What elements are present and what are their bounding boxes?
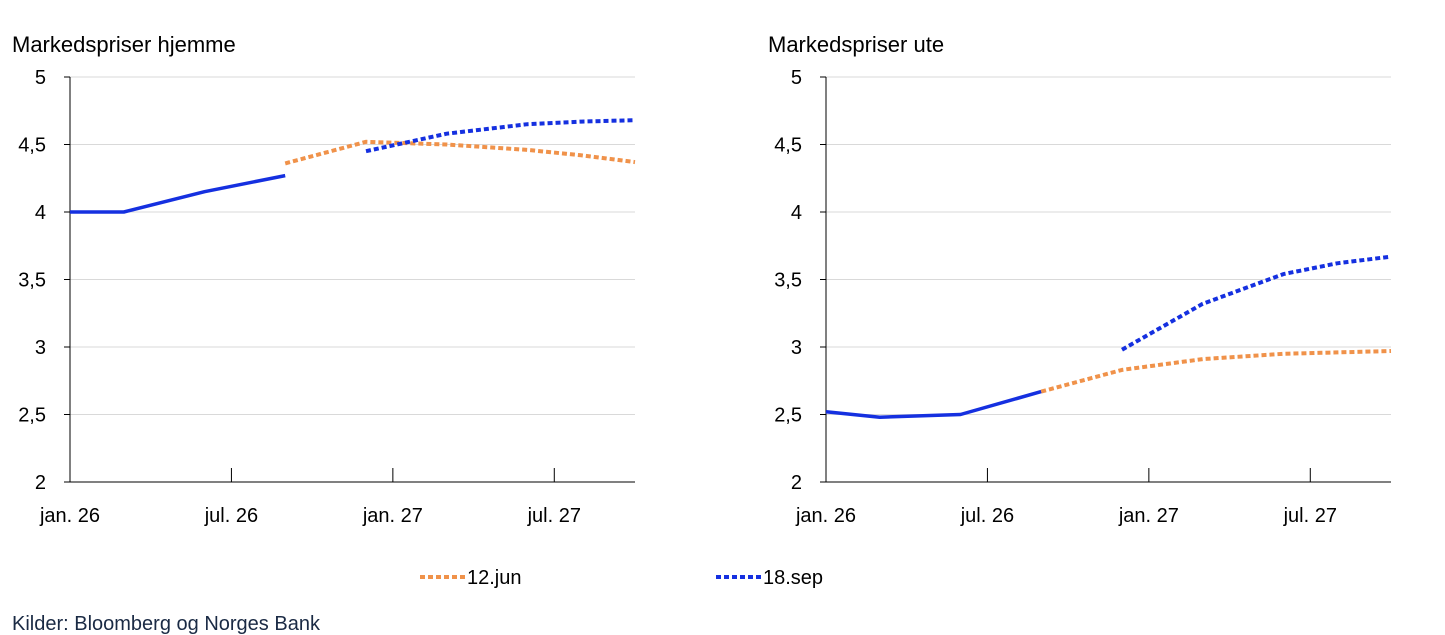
y-tick-label: 3 <box>35 337 46 359</box>
x-tick-label: jan. 26 <box>795 505 856 527</box>
y-tick-label: 3,5 <box>18 270 46 292</box>
x-tick-label: jan. 26 <box>39 505 100 527</box>
series-line-12jun <box>1040 349 1392 394</box>
y-tick-label: 4 <box>791 202 802 224</box>
legend-label-12jun: 12.jun <box>467 567 522 589</box>
series-line-18sep <box>365 118 636 154</box>
y-tick-label: 4 <box>35 202 46 224</box>
x-tick-label: jan. 27 <box>1118 505 1179 527</box>
chart-panel-abroad: Markedspriser ute 5 4,5 4 3,5 3 2,5 2 jan. 26 ju… <box>768 32 1392 527</box>
x-tick-label: jul. 27 <box>1283 505 1337 527</box>
series-line-12jun <box>284 139 636 166</box>
x-tick-label: jul. 26 <box>204 505 258 527</box>
chart-title-home: Markedspriser hjemme <box>12 32 236 57</box>
y-tick-label: 2,5 <box>18 405 46 427</box>
chart-panel-home: Markedspriser hjemme 5 4,5 4 3,5 3 2,5 2 jan. 2… <box>12 32 636 527</box>
y-tick-label: 2 <box>35 472 46 494</box>
series-line-history <box>825 389 1042 419</box>
y-tick-label: 4,5 <box>774 135 802 157</box>
y-tick-label: 2,5 <box>774 405 802 427</box>
legend-item-12jun: 12.jun <box>420 567 522 589</box>
y-tick-label: 3 <box>791 337 802 359</box>
legend: 12.jun 18.sep <box>420 567 823 589</box>
y-tick-label: 3,5 <box>774 270 802 292</box>
y-tick-label: 5 <box>791 67 802 89</box>
legend-item-18sep: 18.sep <box>716 567 823 589</box>
y-tick-label: 4,5 <box>18 135 46 157</box>
x-tick-label: jul. 26 <box>960 505 1014 527</box>
x-tick-label: jul. 27 <box>527 505 581 527</box>
y-tick-label: 5 <box>35 67 46 89</box>
series-line-history <box>70 173 286 214</box>
x-tick-label: jan. 27 <box>362 505 423 527</box>
chart-title-abroad: Markedspriser ute <box>768 32 944 57</box>
series-line-18sep <box>1121 254 1392 352</box>
y-tick-label: 2 <box>791 472 802 494</box>
source-note: Kilder: Bloomberg og Norges Bank <box>12 613 321 635</box>
legend-label-18sep: 18.sep <box>763 567 823 589</box>
